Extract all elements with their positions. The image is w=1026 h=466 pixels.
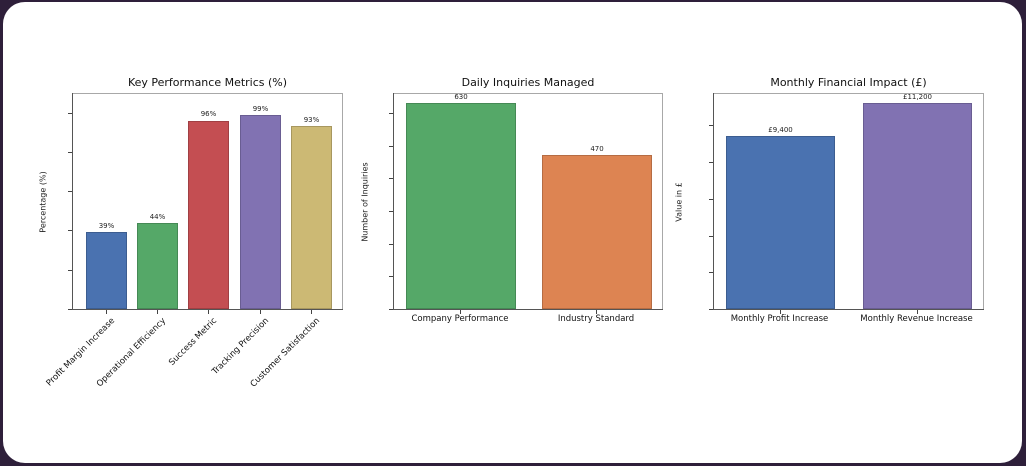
- bar-value-label: 630: [454, 93, 468, 102]
- plot-area: 39% 44% 96% 99% 93%: [72, 93, 343, 310]
- bar-monthly-revenue-increase[interactable]: [863, 103, 972, 309]
- bar-operational-efficiency[interactable]: [137, 222, 178, 309]
- x-tick-mark: [207, 310, 209, 314]
- x-tick-mark: [259, 310, 261, 314]
- chart-title: Key Performance Metrics (%): [127, 76, 288, 89]
- x-tick-mark: [779, 310, 781, 314]
- x-tick-label: Success Metric: [166, 316, 219, 368]
- y-tick-mark: [709, 198, 713, 200]
- y-tick-mark: [389, 112, 393, 114]
- bar-company-performance[interactable]: [406, 103, 516, 309]
- y-tick-mark: [709, 235, 713, 237]
- y-tick-mark: [68, 269, 72, 271]
- y-axis-label: Number of Inquiries: [360, 161, 370, 242]
- y-tick-mark: [389, 145, 393, 147]
- bar-value-label: 96%: [200, 110, 217, 119]
- y-axis-spine: [393, 93, 394, 310]
- y-tick-mark: [709, 125, 713, 127]
- plot-area: 630 470: [393, 93, 663, 310]
- y-axis-spine: [72, 93, 73, 310]
- bar-value-label: 39%: [98, 222, 115, 231]
- bar-value-label: £9,400: [768, 126, 793, 135]
- x-tick-label: Monthly Profit Increase: [730, 314, 829, 324]
- y-axis-spine: [713, 93, 714, 310]
- y-tick-mark: [389, 243, 393, 245]
- x-tick-mark: [105, 310, 107, 314]
- y-tick-mark: [389, 210, 393, 212]
- x-tick-label: Monthly Revenue Increase: [860, 314, 973, 324]
- x-axis-spine: [713, 309, 984, 310]
- x-tick-mark: [460, 310, 461, 314]
- bar-industry-standard[interactable]: [542, 155, 652, 309]
- x-tick-mark: [310, 310, 312, 314]
- y-axis-label: Percentage (%): [38, 170, 48, 233]
- y-tick-mark: [389, 178, 393, 180]
- bar-profit-margin-increase[interactable]: [86, 232, 127, 309]
- y-tick-mark: [709, 309, 713, 310]
- y-axis-label: Value in £: [674, 181, 684, 222]
- x-tick-mark: [596, 310, 597, 314]
- y-tick-mark: [68, 309, 72, 310]
- y-tick-mark: [389, 276, 393, 278]
- bar-tracking-precision[interactable]: [240, 114, 281, 309]
- chart-title: Daily Inquiries Managed: [461, 76, 595, 89]
- bar-value-label: 93%: [303, 116, 320, 125]
- x-tick-mark: [916, 310, 918, 314]
- y-tick-mark: [389, 309, 393, 310]
- chart-title: Monthly Financial Impact (£): [770, 76, 927, 89]
- x-tick-label: Company Performance: [411, 314, 509, 324]
- y-tick-mark: [709, 272, 713, 274]
- bar-value-label: £11,200: [903, 93, 932, 102]
- y-tick-mark: [68, 151, 72, 153]
- bar-monthly-profit-increase[interactable]: [726, 136, 835, 309]
- bar-value-label: 44%: [149, 212, 166, 221]
- dashboard-card: Key Performance Metrics (%) Profit Margin…: [3, 2, 1022, 463]
- x-tick-label: Industry Standard: [557, 314, 635, 324]
- y-tick-mark: [709, 162, 713, 164]
- x-axis-spine: [72, 309, 343, 310]
- y-tick-mark: [68, 112, 72, 114]
- bar-success-metric[interactable]: [188, 120, 229, 309]
- bar-value-label: 99%: [252, 104, 269, 113]
- x-tick-mark: [156, 310, 158, 314]
- y-tick-mark: [68, 191, 72, 193]
- x-axis-spine: [393, 309, 663, 310]
- plot-area: £9,400 £11,200: [713, 93, 984, 310]
- bar-value-label: 470: [590, 145, 604, 154]
- bar-customer-satisfaction[interactable]: [291, 126, 332, 309]
- y-tick-mark: [68, 230, 72, 232]
